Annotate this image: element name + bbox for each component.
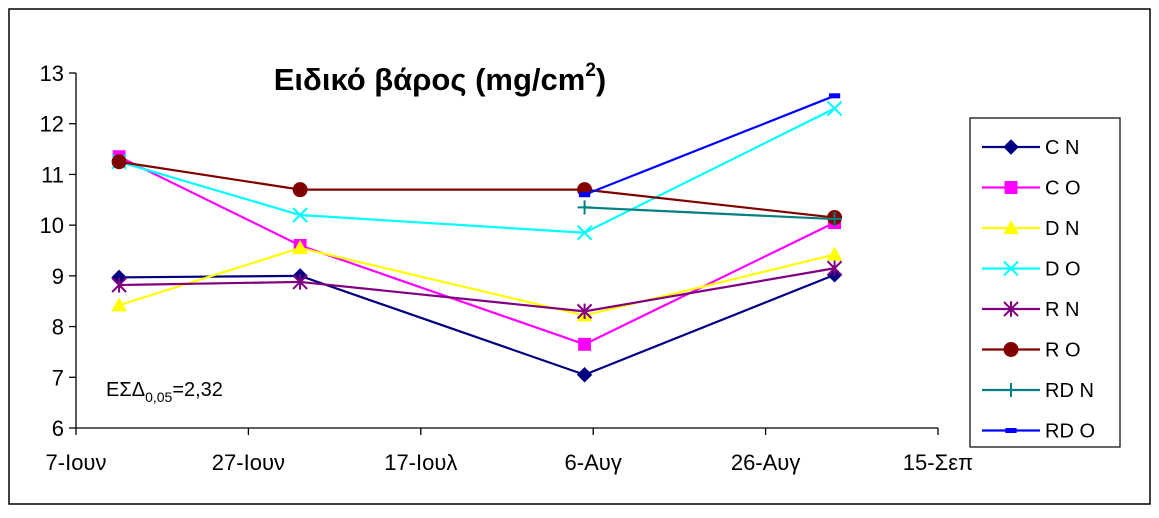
series-d-n [111,239,843,322]
marker-star [292,274,308,290]
y-tick-label: 12 [40,112,64,137]
x-tick-label: 17-Ιουλ [384,450,457,475]
marker-plus [827,212,842,227]
marker-diamond [1003,139,1019,155]
y-tick-label: 13 [40,61,64,86]
legend-item: R O [982,340,1081,362]
legend-item: D O [982,259,1081,281]
marker-dash [1005,428,1017,433]
legend-items: C N C O D N D O R N R O RD N RD O [982,137,1095,443]
series-rd-n [577,200,842,227]
legend-label: C O [1045,178,1081,200]
series-line [118,160,835,219]
legend-label: C N [1045,137,1079,159]
series-r-n [111,260,843,320]
series-rd-o [578,93,841,198]
marker-square [1004,181,1018,194]
marker-diamond [576,367,593,383]
marker-star [576,303,593,320]
legend-label: R O [1045,340,1081,362]
marker-triangle [826,246,843,261]
y-tick-label: 7 [52,365,64,390]
legend-item: C N [982,137,1079,159]
marker-dash [828,93,841,99]
marker-x [1003,260,1019,277]
series-layer [111,93,843,383]
chart-frame [8,8,1151,505]
legend-label: R N [1045,299,1079,321]
marker-x [826,100,843,117]
axes: 6 7 8 9 10 11 12 13 7-Ιουν 27-Ιουν 17-Ιουλ 6-Αυγ 26-… [40,61,974,475]
series-line [118,246,835,317]
series-line [119,267,835,313]
lsd-annotation: ΕΣΔ0,05=2,32 [106,379,223,405]
x-tick-label: 26-Αυγ [731,450,801,475]
legend-item: RD N [982,380,1094,402]
legend-item: C O [982,178,1081,200]
legend-item: RD O [982,421,1095,443]
x-tick-label: 7-Ιουν [46,450,107,475]
marker-triangle [111,297,127,312]
x-tick-label: 15-Σεπ [903,450,973,475]
marker-star [826,260,843,276]
marker-star [111,277,127,293]
marker-x [576,225,593,241]
legend-label: D O [1045,259,1081,281]
marker-star [1003,301,1019,317]
legend-label: RD O [1045,421,1095,443]
marker-x [292,207,308,223]
x-tick-label: 6-Αυγ [565,450,622,475]
legend-label: RD N [1045,380,1094,402]
marker-plus [1004,383,1018,397]
y-tick-label: 9 [52,264,64,289]
marker-dash [578,192,591,198]
series-line [584,206,835,221]
series-line [118,107,836,234]
marker-circle [111,154,127,170]
x-tick-label: 27-Ιουν [212,450,285,475]
legend-label: D N [1045,218,1079,240]
legend-item: D N [982,218,1079,240]
marker-triangle [292,239,308,255]
marker-circle [1003,342,1019,357]
y-tick-label: 8 [52,315,64,340]
legend [969,117,1121,448]
marker-square [578,337,592,351]
series-line [118,155,836,346]
y-tick-label: 10 [40,213,64,238]
marker-circle [292,182,308,198]
marker-plus [577,200,592,215]
chart-title: Ειδικό βάρος (mg/cm2) [274,60,606,97]
y-tick-label: 11 [41,162,64,187]
legend-item: R N [982,299,1079,321]
y-tick-label: 6 [52,416,64,441]
marker-triangle [1003,219,1019,235]
series-line [584,94,835,196]
